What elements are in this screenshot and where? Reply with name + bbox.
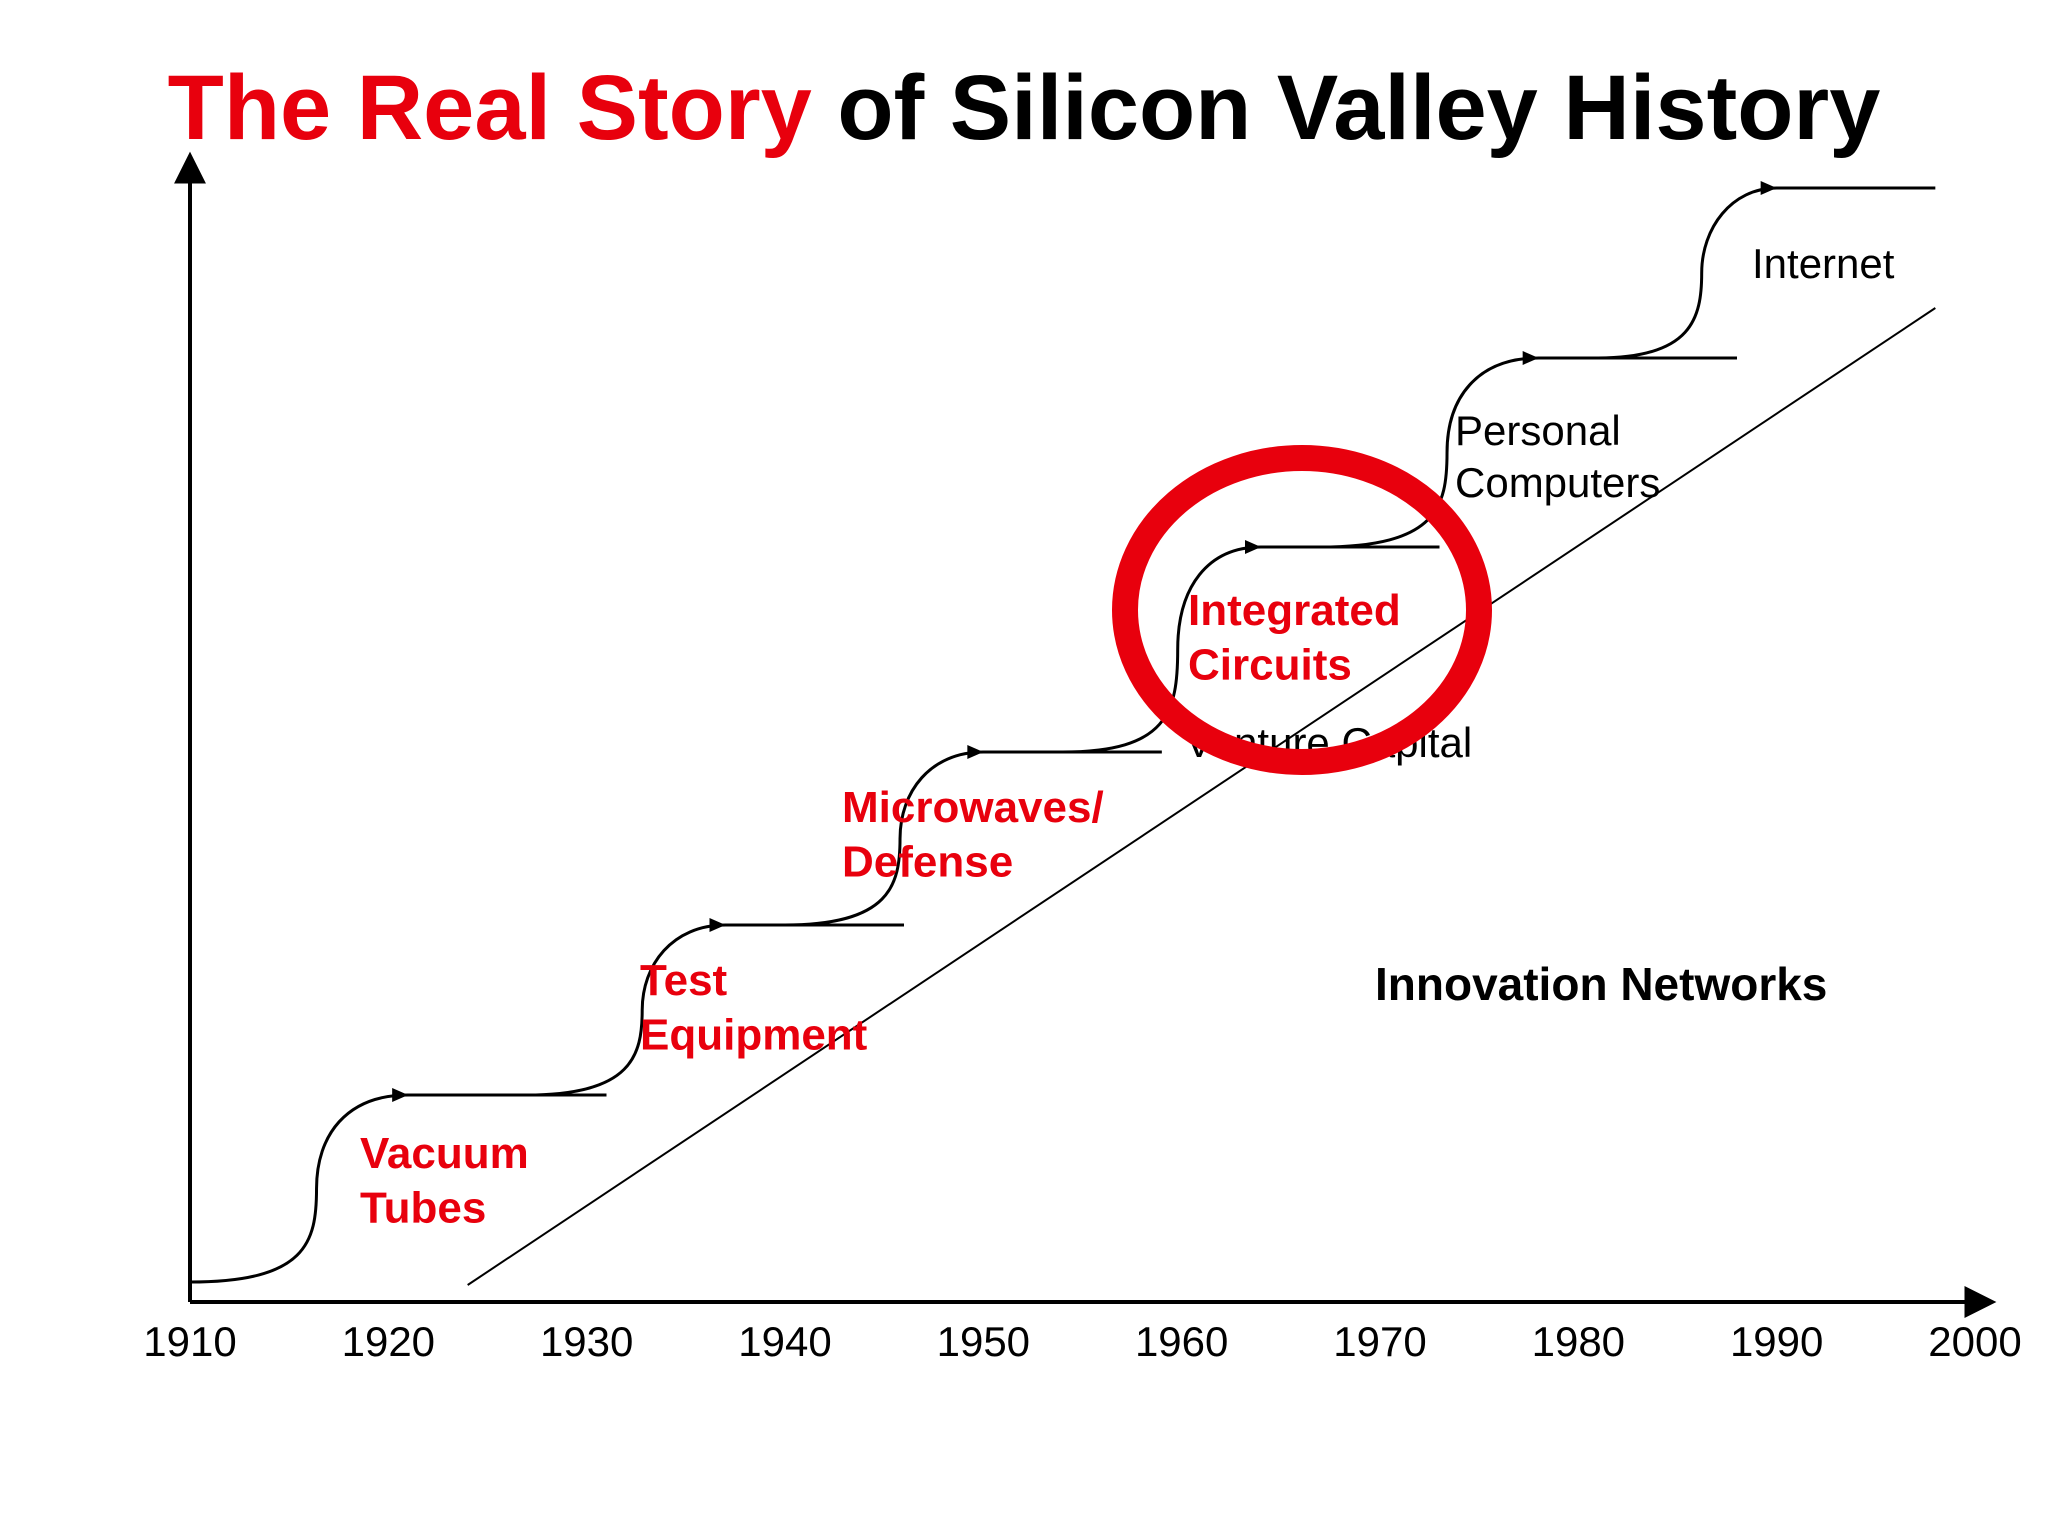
stage-arrow: [1522, 351, 1539, 365]
x-tick-label: 1970: [1333, 1318, 1426, 1365]
x-tick-label: 1980: [1532, 1318, 1625, 1365]
stage-label-line: Integrated: [1188, 586, 1401, 635]
x-tick-label: 2000: [1928, 1318, 2021, 1365]
stage-curve: [1062, 545, 1440, 754]
stage-label-line: Vacuum: [360, 1129, 529, 1178]
x-tick-label: 1990: [1730, 1318, 1823, 1365]
x-tick-label: 1910: [143, 1318, 236, 1365]
highlight-circle: [1112, 445, 1492, 775]
stage-label-line: Defense: [842, 838, 1013, 887]
stage-label-line: Computers: [1455, 459, 1660, 506]
title-highlight: The Real Story: [167, 57, 812, 159]
stage-label-line: Internet: [1752, 240, 1895, 287]
stage-label-line: Tubes: [360, 1184, 486, 1233]
x-tick-label: 1960: [1135, 1318, 1228, 1365]
stage-label-line: Personal: [1455, 407, 1621, 454]
stage-label: Personal Computers: [1455, 407, 1660, 506]
stage-arrow: [709, 918, 726, 932]
stage-arrow: [1245, 540, 1261, 554]
stage-arrow: [1760, 181, 1777, 195]
stage-label: Test Equipment: [640, 956, 868, 1060]
stage-label-line: Test: [640, 956, 728, 1005]
innovation-networks-label: Innovation Networks: [1375, 958, 1827, 1010]
trend-line-group: [467, 307, 1936, 1286]
title-rest: of Silicon Valley History: [811, 57, 1881, 159]
x-tick-label: 1930: [540, 1318, 633, 1365]
x-tick-label: 1920: [342, 1318, 435, 1365]
x-tick-label: 1940: [738, 1318, 831, 1365]
x-tick-labels: 1910 1920 1930 1940 1950 1960 1970 1980 1990 2000: [143, 1318, 2021, 1365]
highlight-overlay: [1112, 445, 1492, 775]
slide-title: The Real Story of Silicon Valley History: [0, 62, 2048, 154]
stage-label-line: Circuits: [1188, 641, 1352, 690]
stage-label: Microwaves/Defense: [842, 783, 1104, 887]
stage-arrow: [392, 1088, 409, 1102]
axes: [174, 151, 1997, 1318]
stage-curve: [527, 923, 904, 1097]
stage-curve: [784, 750, 1162, 927]
stage-curve: [1598, 186, 1936, 360]
stage-label: Integrated Circuits: [1188, 586, 1401, 690]
stage-label-line: Microwaves/: [842, 783, 1104, 832]
stage-curves: [189, 181, 1936, 1284]
stage-label-line: Equipment: [640, 1011, 868, 1060]
trend-line: [467, 307, 1936, 1286]
stage-arrow: [967, 745, 984, 759]
stage-labels: Vacuum Tubes Test Equipment Microwaves/Defen…: [360, 240, 1895, 1233]
stage-label: Vacuum Tubes: [360, 1129, 529, 1233]
stage-label: Internet: [1752, 240, 1895, 287]
x-tick-label: 1950: [937, 1318, 1030, 1365]
stage-curve: [1320, 356, 1737, 549]
stage-curve: [189, 1093, 607, 1284]
